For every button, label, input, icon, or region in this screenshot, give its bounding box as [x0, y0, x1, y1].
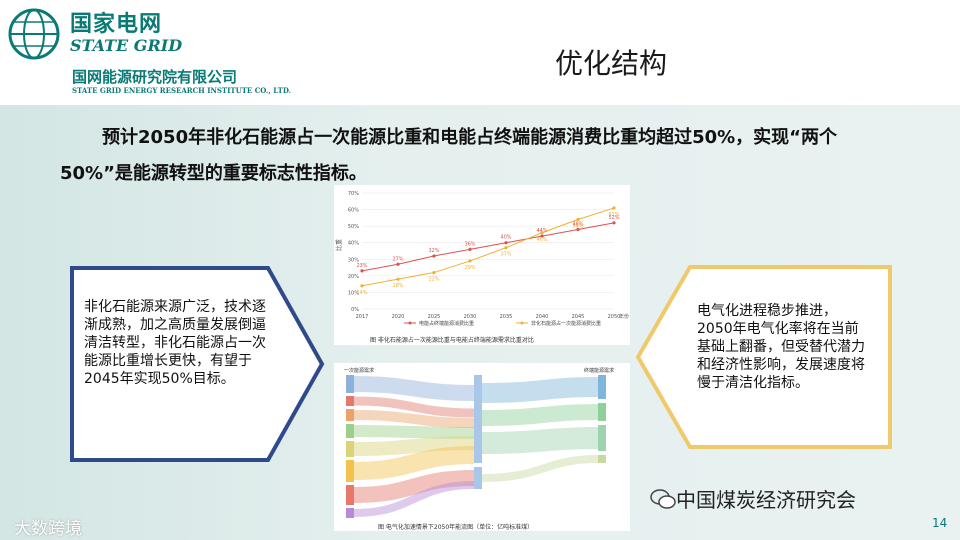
x-tick-label: 2017 [356, 314, 369, 320]
data-label: 61% [608, 212, 619, 218]
flow-mid-nodes [474, 375, 482, 489]
flow-right-header: 终端能源需求 [584, 367, 614, 374]
data-label: 44% [536, 228, 547, 234]
data-point [468, 247, 472, 251]
data-label: 37% [500, 252, 511, 258]
data-point [540, 231, 544, 235]
flow-chart-caption: 图 电气化加速情景下2050年能流图（单位：亿吨标准煤） [378, 524, 534, 531]
x-tick-label: 2020 [392, 314, 405, 320]
legend-label: 非化石能源占一次能源消费比重 [531, 320, 601, 327]
state-grid-logo-icon [8, 8, 60, 60]
line-chart-caption: 图 非化石能源占一次能源比重与电能占终端能源需求比重对比 [370, 337, 534, 344]
watermark: 大数跨境 [14, 519, 82, 539]
page-number: 14 [932, 516, 948, 530]
y-tick-label: 30% [348, 257, 359, 263]
brand-name-cn: 国家电网 [70, 12, 163, 37]
data-point [504, 241, 508, 245]
right-callout-text: 电气化进程稳步推进，2050年电气化率将在当前基础上翻番，但受替代潜力和经济性影… [697, 303, 865, 391]
data-point [612, 206, 616, 210]
data-label: 32% [428, 248, 439, 254]
flow-left-header: 一次能源需求 [344, 367, 374, 374]
data-point [612, 221, 616, 225]
x-tick-label: 2045 [572, 314, 585, 320]
flow-target-nodes [598, 375, 606, 463]
data-label: 27% [392, 256, 403, 262]
header: 国家电网 STATE GRID 国网能源研究院有限公司 STATE GRID E… [0, 0, 960, 105]
left-callout-text: 非化石能源来源广泛，技术逐渐成熟，加之高质量发展倒逼清洁转型，非化石能源占一次能… [84, 299, 266, 387]
y-tick-label: 10% [348, 290, 359, 296]
data-point [360, 284, 364, 288]
legend-marker [520, 321, 524, 325]
data-point [432, 270, 436, 275]
data-point [432, 254, 436, 258]
data-point [468, 259, 472, 263]
y-tick-label: 70% [348, 191, 359, 197]
data-label: 48% [572, 221, 583, 227]
wechat-account-label: 中国煤炭经济研究会 [676, 488, 856, 512]
brand-name-en: STATE GRID [70, 36, 183, 55]
data-label: 23% [356, 263, 367, 269]
headline: 预计2050年非化石能源占一次能源比重和电能占终端能源消费比重均超过50%，实现… [60, 127, 838, 184]
y-tick-label: 20% [348, 274, 359, 280]
x-axis-suffix: 年份 [619, 313, 629, 320]
data-point [396, 262, 400, 266]
series-line [361, 222, 615, 272]
data-point [540, 234, 544, 238]
data-label: 14% [356, 290, 367, 296]
flow-source-nodes [346, 375, 354, 518]
data-label: 22% [428, 277, 439, 283]
institute-name-en: STATE GRID ENERGY RESEARCH INSTITUTE CO.… [72, 86, 292, 95]
data-point [360, 269, 364, 273]
data-point [504, 246, 508, 250]
line-chart-svg: 0% 10% 20% 30% 40% 50% 60% 70% 比重 2017 2020 2025 203… [335, 191, 629, 327]
data-label: 46% [536, 237, 547, 243]
institute-name-cn: 国网能源研究院有限公司 [72, 68, 238, 86]
energy-flow-svg: 一次能源需求 终端能源需求 [344, 367, 614, 518]
y-tick-label: 40% [348, 241, 359, 247]
y-tick-label: 0% [351, 307, 359, 313]
data-label: 18% [392, 283, 403, 289]
left-callout-arrow [70, 266, 325, 462]
data-label: 54% [572, 224, 583, 230]
data-label: 36% [464, 241, 475, 247]
legend-label: 电能占终端能源消费比重 [419, 320, 474, 327]
series-line [361, 207, 615, 287]
flow-links [353, 376, 599, 517]
y-axis-label: 比重 [335, 239, 343, 251]
line-chart: 0% 10% 20% 30% 40% 50% 60% 70% 比重 2017 2020 2025 203… [334, 185, 630, 345]
x-tick-label: 2035 [500, 314, 513, 320]
x-tick-label: 2050 [608, 314, 621, 320]
legend-marker [408, 321, 412, 325]
wechat-icon [650, 489, 676, 509]
y-tick-label: 60% [348, 208, 359, 214]
data-point [576, 227, 580, 232]
data-label: 40% [500, 235, 511, 241]
data-label: 29% [464, 265, 475, 271]
y-tick-label: 50% [348, 224, 359, 230]
x-tick-label: 2025 [428, 314, 441, 320]
right-callout-arrow [635, 265, 892, 449]
x-tick-label: 2030 [464, 314, 477, 320]
data-label: 52% [608, 215, 619, 221]
data-point [576, 217, 580, 222]
x-tick-label: 2040 [536, 314, 549, 320]
energy-flow-chart: 一次能源需求 终端能源需求 [334, 363, 630, 531]
slide-title: 优化结构 [555, 47, 668, 80]
data-point [396, 277, 400, 281]
